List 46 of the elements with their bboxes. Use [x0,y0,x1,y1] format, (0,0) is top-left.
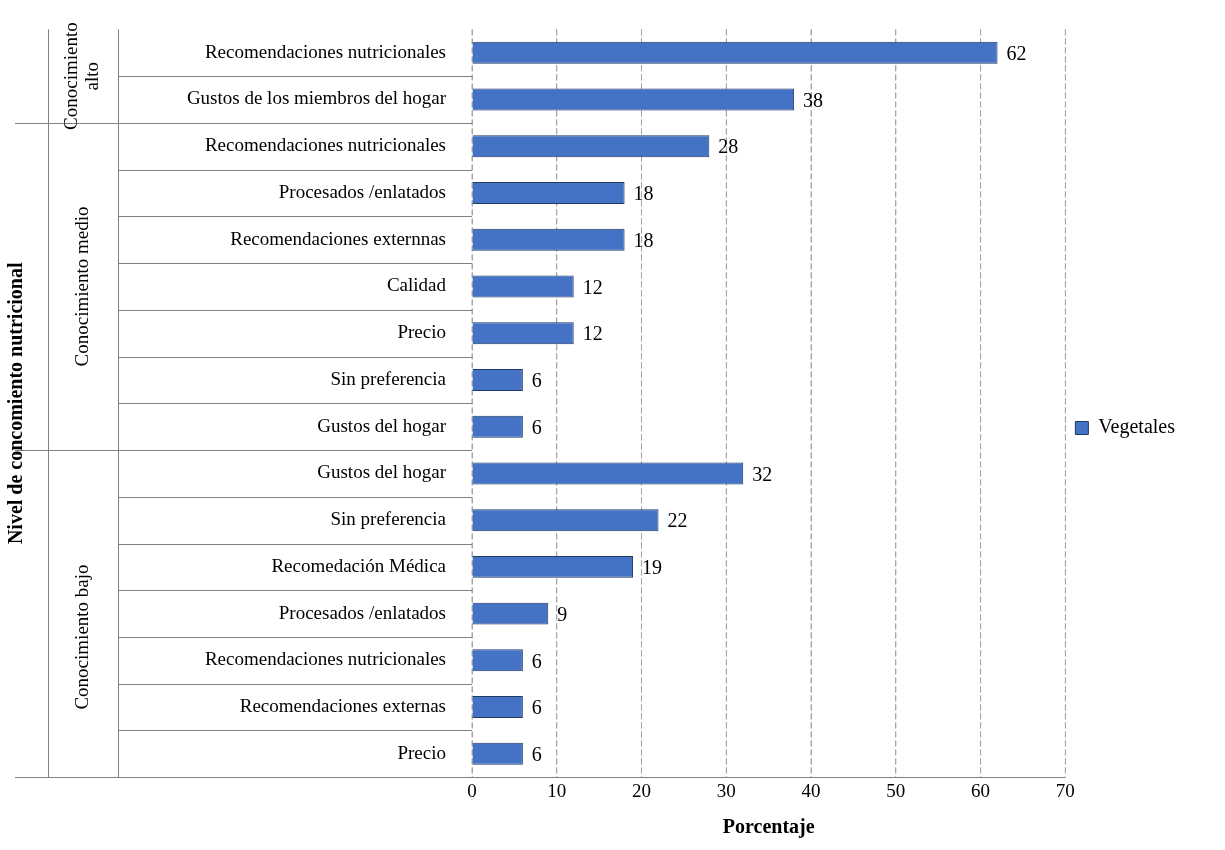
data-label: 6 [531,649,542,672]
data-label: 12 [582,275,603,298]
data-label: 6 [531,743,542,766]
x-tick-label: 0 [467,779,477,801]
x-tick-label: 20 [632,779,652,801]
y-tick-label: Sin preferencia [330,508,447,530]
x-tick-label: 60 [971,779,991,801]
y-tick-label: Precio [397,321,446,343]
x-tick-label: 30 [716,779,736,801]
x-tick-label: 70 [1055,779,1075,801]
y-tick-label: Recomendaciones nutricionales [204,134,446,156]
data-label: 6 [531,369,542,392]
y-tick-label: Procesados /enlatados [278,180,446,202]
y-tick-label: Recomendaciones nutricionales [204,648,446,670]
data-label: 22 [667,509,688,532]
text: Conocimiento medio [70,206,92,367]
text: Conocimiento alto [60,22,103,130]
y-tick-label: Procesados /enlatados [278,601,446,623]
y-tick-label: Precio [397,741,446,763]
legend-label: Vegetales [1098,415,1176,439]
data-label: 32 [752,462,773,485]
data-label: 18 [633,228,654,251]
y-tick-label: Recomendaciones externnas [230,227,446,249]
data-label: 6 [531,415,542,438]
y-tick-label: Recomedación Médica [271,554,447,576]
x-tick-label: 10 [547,779,567,801]
text: Nivel de concomiento nutricional [4,262,27,545]
y-tick-label: Recomendaciones externas [239,695,446,717]
y-tick-label: Calidad [386,274,447,296]
y-tick-label: Recomendaciones nutricionales [204,40,446,62]
data-label: 12 [582,322,603,345]
y-tick-label: Gustos de los miembros del hogar [186,87,447,109]
x-tick-label: 40 [801,779,821,801]
data-label: 38 [803,88,824,111]
data-label: 6 [531,696,542,719]
x-axis-title: Porcentaje [722,815,815,839]
y-tick-label: Sin preferencia [330,367,447,389]
text: Conocimiento bajo [70,564,92,710]
data-label: 62 [1006,42,1027,65]
y-tick-label: Gustos del hogar [317,414,447,436]
y-tick-label: Gustos del hogar [317,461,447,483]
data-label: 28 [718,135,739,158]
data-label: 9 [557,602,568,625]
data-label: 19 [642,556,663,579]
x-tick-label: 50 [886,779,906,801]
data-label: 18 [633,182,654,205]
